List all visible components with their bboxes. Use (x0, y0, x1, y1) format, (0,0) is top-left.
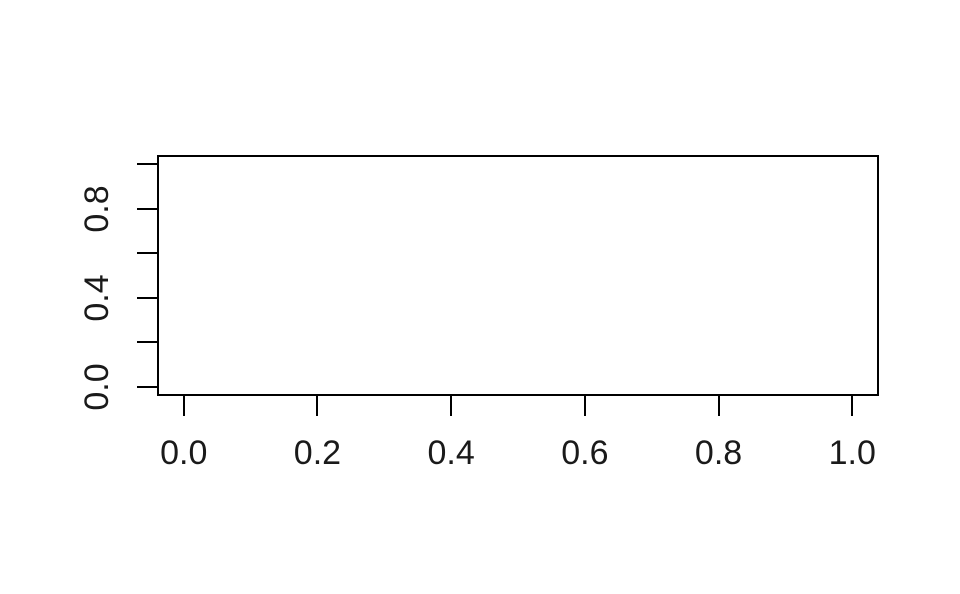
y-axis-tick (137, 386, 157, 389)
y-axis-tick (137, 252, 157, 255)
x-axis-tick-label: 1.0 (828, 434, 876, 472)
x-axis-tick-label: 0.4 (427, 434, 475, 472)
x-axis-tick-label: 0.0 (160, 434, 208, 472)
y-axis-tick (137, 207, 157, 210)
plot-frame (157, 155, 879, 396)
x-axis-tick (182, 396, 185, 416)
y-axis-tick-label: 0.8 (78, 184, 116, 233)
x-axis-tick (316, 396, 319, 416)
y-axis-tick (137, 162, 157, 165)
x-axis-tick (851, 396, 854, 416)
x-axis-tick (583, 396, 586, 416)
x-axis-tick-label: 0.2 (293, 434, 342, 472)
y-axis-tick (137, 296, 157, 299)
x-axis-tick-label: 0.8 (694, 434, 743, 472)
x-axis-tick (450, 396, 453, 416)
y-axis-tick (137, 341, 157, 344)
y-axis-tick-label: 0.4 (78, 274, 116, 322)
y-axis-tick-label: 0.0 (78, 363, 116, 411)
x-axis-tick (717, 396, 720, 416)
x-axis-tick-label: 0.6 (561, 434, 609, 472)
